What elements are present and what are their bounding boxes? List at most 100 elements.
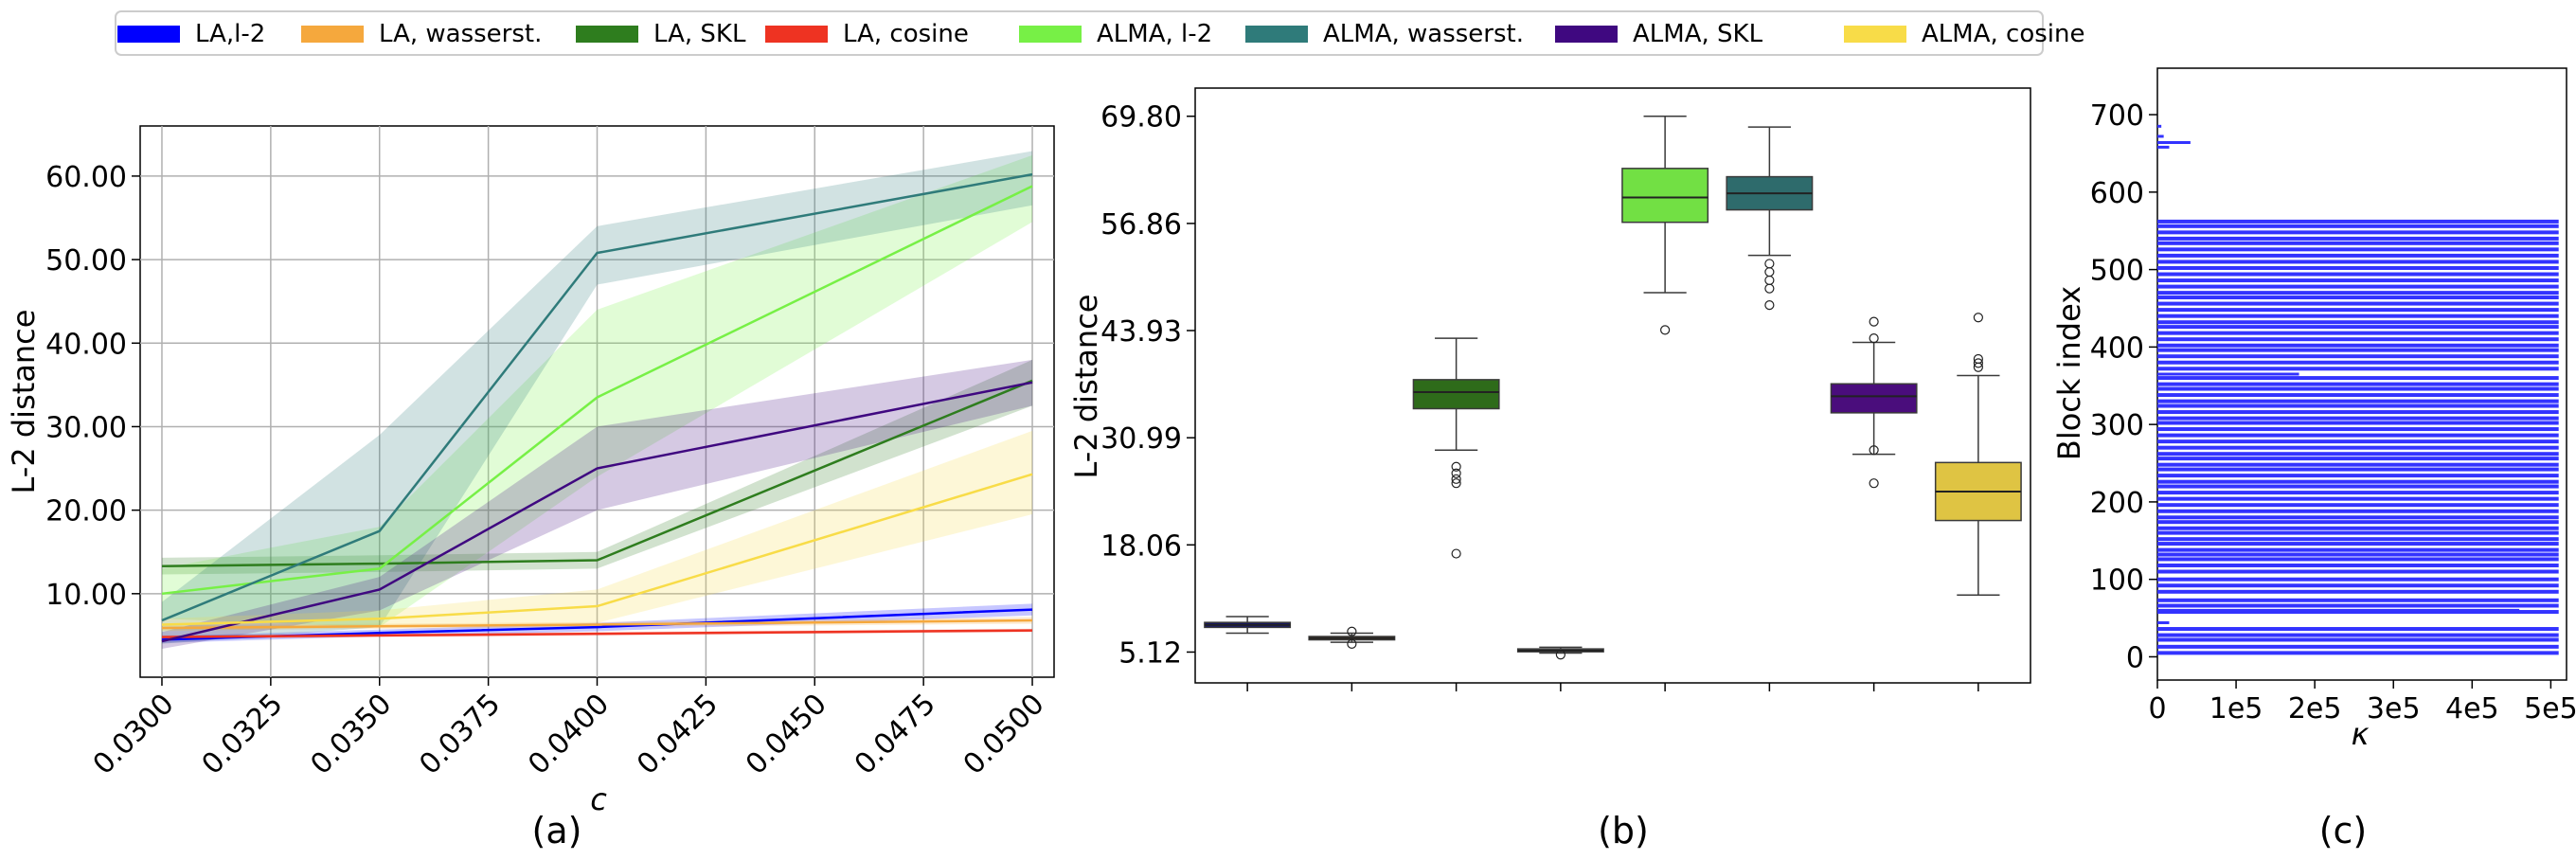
block-bar bbox=[2157, 314, 2559, 318]
y-tick-label: 700 bbox=[2090, 99, 2144, 133]
legend-swatch bbox=[576, 26, 638, 43]
panel-b-y-axis-label: L-2 distance bbox=[1068, 295, 1104, 479]
block-bar bbox=[2157, 569, 2559, 574]
legend-swatch bbox=[1844, 26, 1906, 43]
box bbox=[1412, 337, 1500, 559]
x-tick-label: 0.0475 bbox=[849, 688, 942, 781]
block-bar bbox=[2157, 547, 2559, 552]
block-bar bbox=[2157, 503, 2559, 508]
y-tick-label: 50.00 bbox=[45, 244, 127, 278]
y-tick-label: 30.99 bbox=[1100, 422, 1182, 456]
legend-swatch bbox=[117, 26, 180, 43]
x-tick-label: 3e5 bbox=[2367, 692, 2421, 726]
panel-a-label: (a) bbox=[532, 810, 582, 851]
legend-label: ALMA, wasserst. bbox=[1323, 20, 1524, 48]
block-bar bbox=[2157, 537, 2559, 542]
panel-c: 0 1e5 2e5 3e5 4e5 5e5 0100200300400500600700 … bbox=[2051, 67, 2576, 851]
x-tick-label: 0.0425 bbox=[631, 688, 724, 781]
block-bar bbox=[2157, 583, 2559, 588]
series-line bbox=[161, 381, 1033, 643]
outlier-point bbox=[1555, 650, 1565, 660]
confidence-band bbox=[161, 151, 1033, 644]
x-tick-label: 0.0450 bbox=[740, 688, 833, 781]
block-bar bbox=[2157, 278, 2559, 283]
block-bar bbox=[2157, 479, 2559, 484]
block-bar bbox=[2157, 241, 2559, 245]
legend-label: LA, wasserst. bbox=[379, 20, 542, 48]
block-bar bbox=[2157, 410, 2559, 415]
y-tick-label: 10.00 bbox=[45, 579, 127, 612]
x-tick-label: 0.0400 bbox=[522, 688, 616, 781]
confidence-band bbox=[161, 154, 1033, 628]
panel-c-y-ticks: 0 100 200 300 400 500 600 700 bbox=[2090, 99, 2157, 674]
block-bar bbox=[2157, 403, 2559, 408]
block-bar bbox=[2157, 393, 2559, 398]
block-bar bbox=[2157, 260, 2559, 264]
panel-c-x-ticks: 0 1e5 2e5 3e5 4e5 5e5 bbox=[2148, 680, 2576, 726]
outlier-point bbox=[1869, 478, 1879, 489]
y-tick-label: 40.00 bbox=[45, 328, 127, 361]
y-tick-label: 0 bbox=[2126, 641, 2144, 674]
block-bar bbox=[2157, 224, 2559, 228]
block-bar bbox=[2157, 577, 2559, 582]
block-bar bbox=[2157, 467, 2559, 472]
panel-a-series-lines bbox=[161, 172, 1033, 643]
block-bar bbox=[2157, 627, 2559, 632]
block-bar bbox=[2157, 427, 2559, 432]
block-bar bbox=[2157, 620, 2170, 624]
x-tick-label: 2e5 bbox=[2288, 692, 2342, 726]
y-tick-label: 600 bbox=[2090, 177, 2144, 210]
y-tick-label: 20.00 bbox=[45, 495, 127, 529]
y-tick-label: 500 bbox=[2090, 255, 2144, 288]
outlier-point bbox=[1764, 259, 1775, 269]
block-bar bbox=[2157, 651, 2559, 655]
panel-b-label: (b) bbox=[1598, 810, 1649, 851]
block-bar bbox=[2157, 253, 2559, 258]
block-bar bbox=[2157, 526, 2559, 530]
block-bar bbox=[2157, 291, 2559, 296]
block-bar bbox=[2157, 399, 2559, 403]
block-bar bbox=[2157, 598, 2559, 602]
block-bar bbox=[2157, 462, 2559, 467]
panel-a-x-ticks: 0.0300 0.0325 0.0350 0.0375 0.0400 0.0425 0.04… bbox=[87, 677, 1051, 781]
outlier-point bbox=[1451, 478, 1461, 489]
block-bar bbox=[2157, 348, 2559, 352]
panel-b: 5.12 18.06 30.99 43.93 56.86 69.80 L-2 distan… bbox=[1068, 87, 2031, 851]
outlier-point bbox=[1869, 445, 1879, 456]
block-bar bbox=[2157, 386, 2559, 391]
y-tick-label: 200 bbox=[2090, 487, 2144, 520]
block-bar bbox=[2157, 457, 2559, 461]
block-bar bbox=[2157, 603, 2559, 608]
y-tick-label: 5.12 bbox=[1118, 636, 1182, 670]
block-bar bbox=[2157, 265, 2559, 270]
legend-label: ALMA, l-2 bbox=[1097, 20, 1212, 48]
x-tick-label: 0 bbox=[2148, 692, 2166, 726]
block-bar bbox=[2157, 360, 2559, 365]
series-line bbox=[161, 473, 1033, 626]
y-tick-label: 30.00 bbox=[45, 411, 127, 444]
panel-c-label: (c) bbox=[2319, 810, 2368, 851]
block-bar bbox=[2157, 644, 2559, 649]
block-bar bbox=[2157, 439, 2559, 444]
block-bar bbox=[2157, 284, 2559, 289]
block-bar bbox=[2157, 542, 2559, 546]
block-bar bbox=[2157, 320, 2559, 325]
outlier-point bbox=[1973, 358, 1983, 368]
legend-swatch bbox=[765, 26, 828, 43]
x-tick-label: 0.0325 bbox=[196, 688, 290, 781]
outlier-point bbox=[1451, 461, 1461, 472]
block-bar bbox=[2157, 637, 2559, 642]
block-bar bbox=[2157, 354, 2559, 359]
legend-label: ALMA, SKL bbox=[1633, 20, 1763, 48]
block-bar bbox=[2157, 416, 2559, 421]
block-bar bbox=[2157, 496, 2559, 501]
box bbox=[1830, 316, 1918, 489]
legend-swatch bbox=[301, 26, 364, 43]
series-line bbox=[161, 185, 1033, 596]
box bbox=[1308, 626, 1396, 649]
y-tick-label: 100 bbox=[2090, 564, 2144, 598]
confidence-band bbox=[161, 430, 1033, 632]
box bbox=[1204, 616, 1292, 635]
y-tick-label: 43.93 bbox=[1100, 315, 1182, 349]
